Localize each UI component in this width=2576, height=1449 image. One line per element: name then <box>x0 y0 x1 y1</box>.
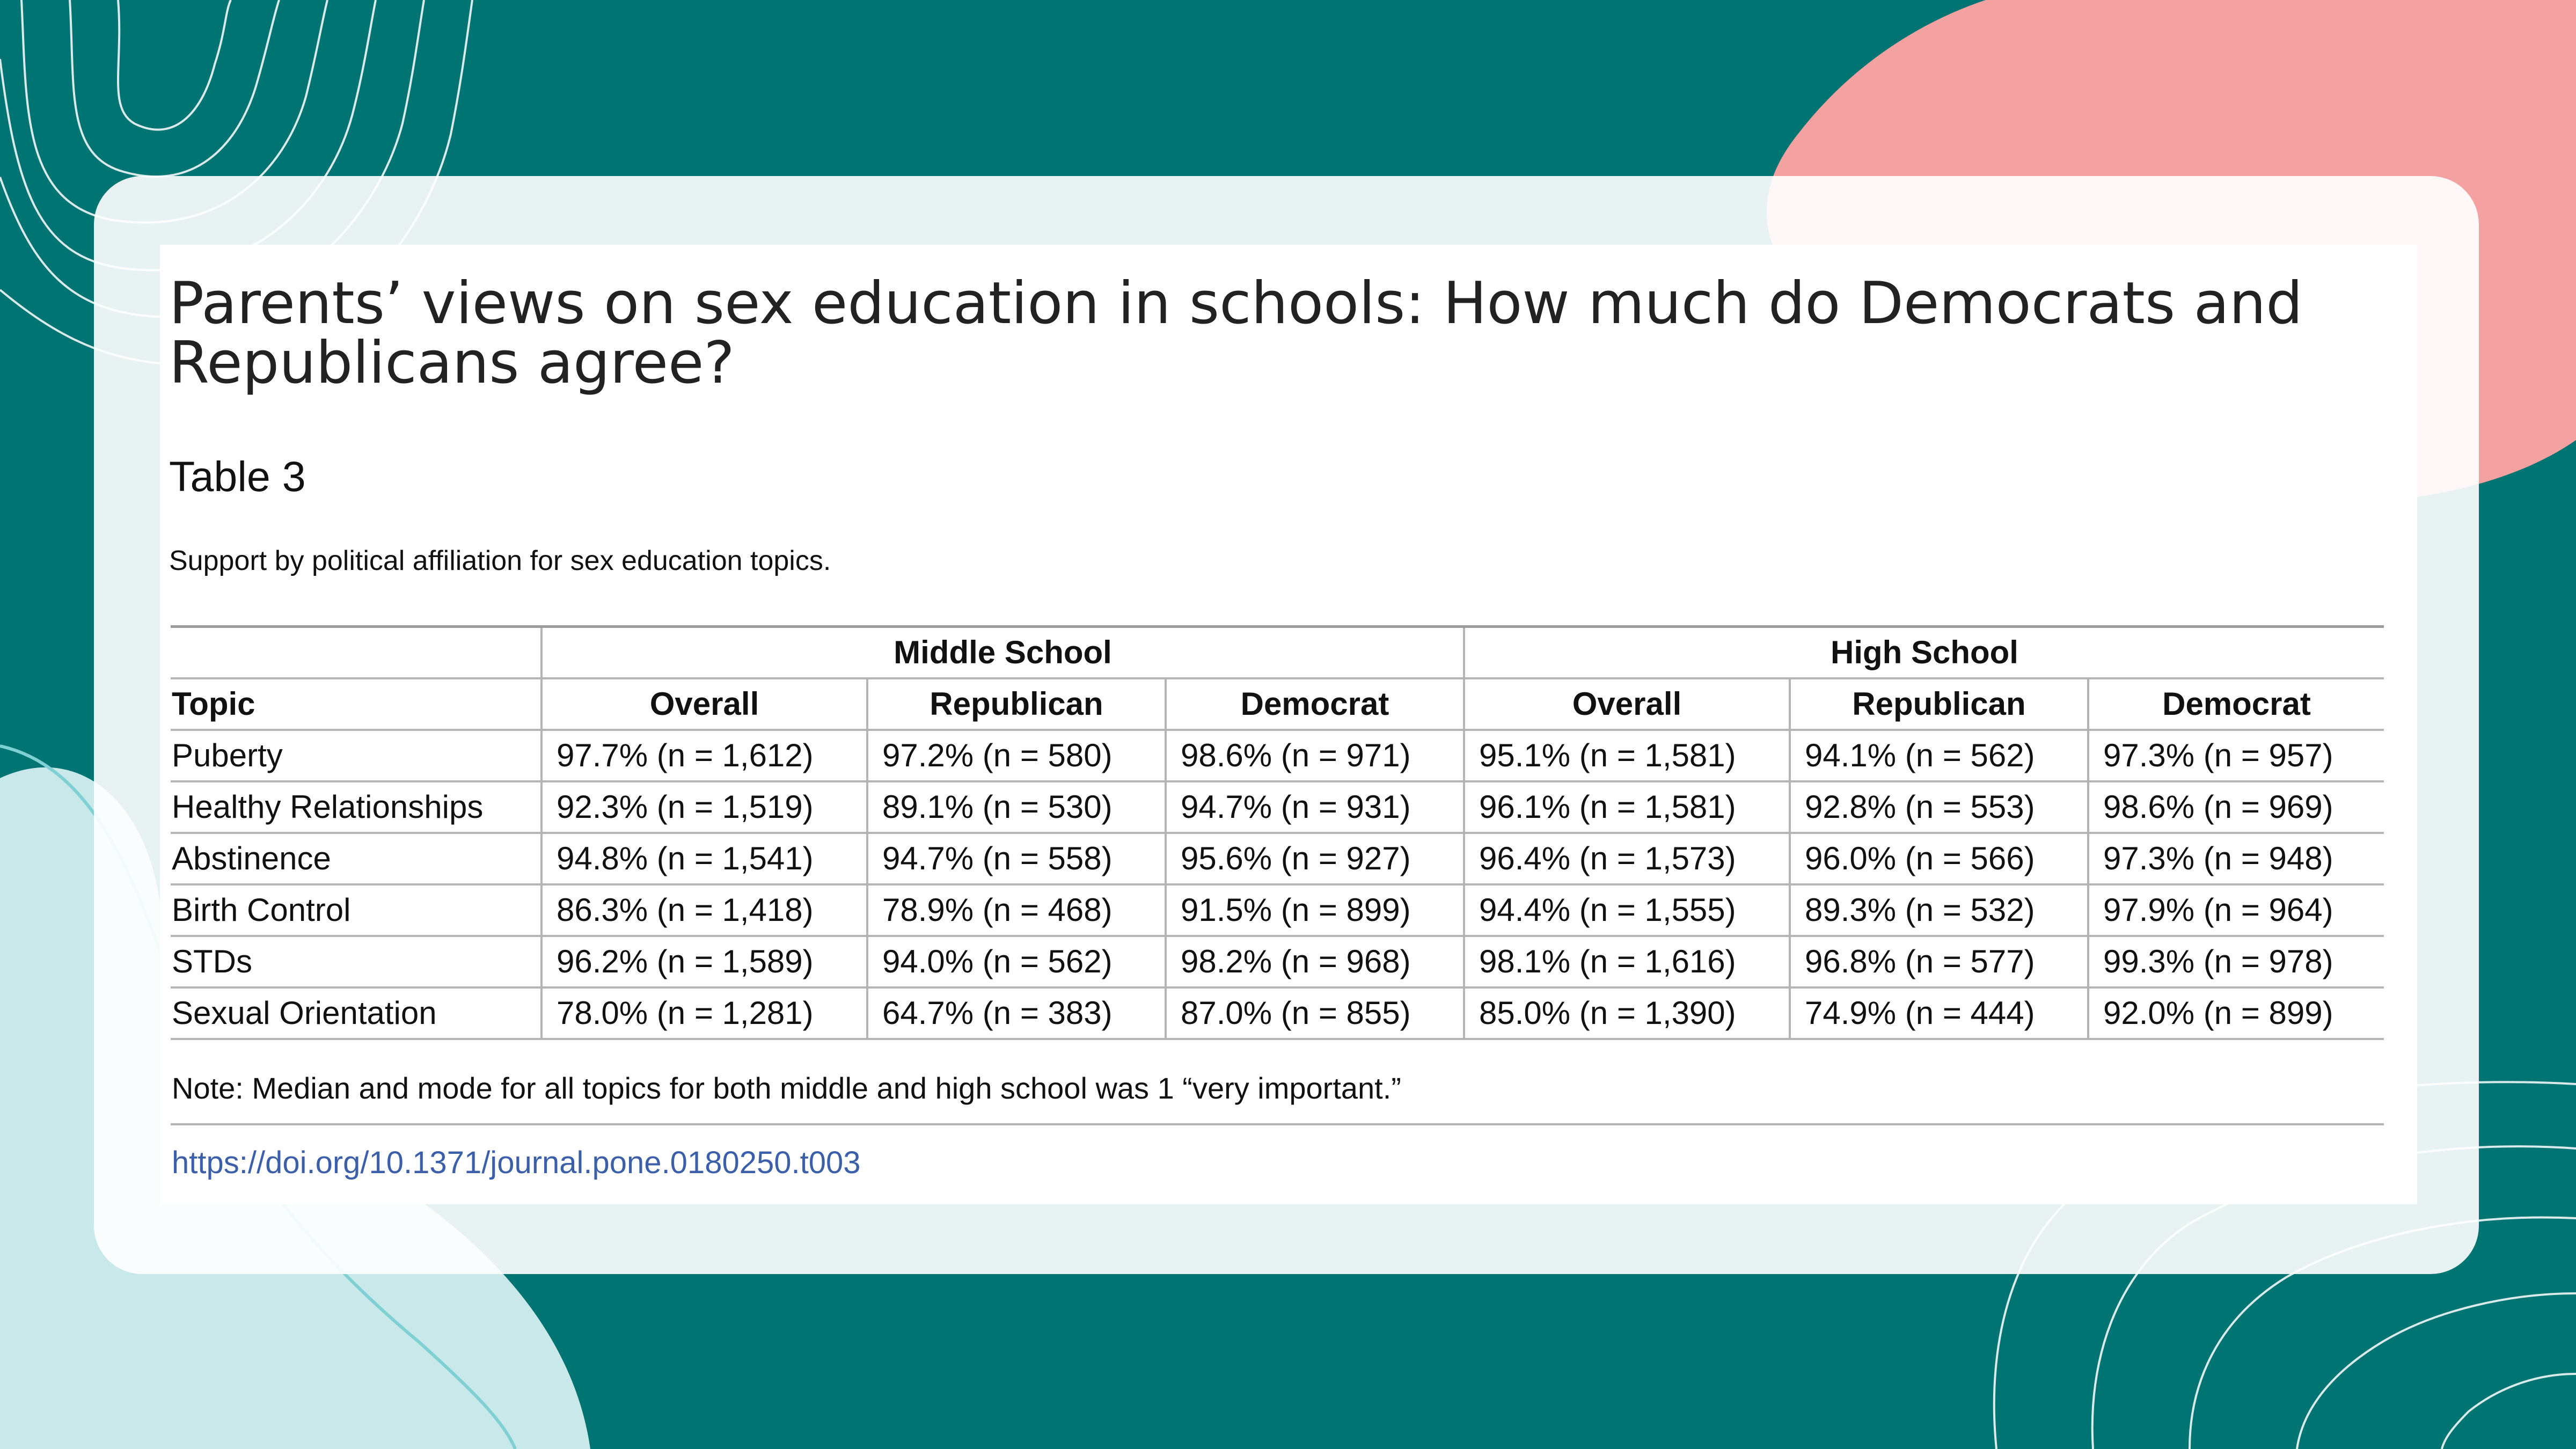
table-row: Abstinence 94.8% (n = 1,541) 94.7% (n = … <box>171 833 2384 885</box>
group-header-high-school: High School <box>1463 625 2384 679</box>
table-row: Birth Control 86.3% (n = 1,418) 78.9% (n… <box>171 884 2384 937</box>
cell-value: 95.6% (n = 927) <box>1165 833 1464 885</box>
cell-value: 96.0% (n = 566) <box>1789 833 2088 885</box>
cell-value: 64.7% (n = 383) <box>866 987 1166 1040</box>
group-header-middle-school: Middle School <box>540 625 1464 679</box>
cell-value: 94.1% (n = 562) <box>1789 730 2088 782</box>
table-row: STDs 96.2% (n = 1,589) 94.0% (n = 562) 9… <box>171 936 2384 989</box>
column-header-hs-republican: Republican <box>1789 678 2088 731</box>
cell-value: 97.2% (n = 580) <box>866 730 1166 782</box>
cell-value: 94.0% (n = 562) <box>866 936 1166 989</box>
cell-value: 91.5% (n = 899) <box>1165 884 1464 937</box>
cell-value: 95.1% (n = 1,581) <box>1463 730 1790 782</box>
column-header-hs-overall: Overall <box>1463 678 1790 731</box>
cell-value: 78.0% (n = 1,281) <box>540 987 867 1040</box>
cell-value: 86.3% (n = 1,418) <box>540 884 867 937</box>
table-row: Puberty 97.7% (n = 1,612) 97.2% (n = 580… <box>171 730 2384 782</box>
page-title: Parents’ views on sex education in schoo… <box>169 270 2303 397</box>
cell-value: 96.4% (n = 1,573) <box>1463 833 1790 885</box>
cell-value: 97.7% (n = 1,612) <box>540 730 867 782</box>
cell-value: 74.9% (n = 444) <box>1789 987 2088 1040</box>
cell-value: 92.8% (n = 553) <box>1789 781 2088 834</box>
cell-value: 98.6% (n = 971) <box>1165 730 1464 782</box>
data-table: Middle School High School Topic Overall … <box>171 625 2384 1040</box>
cell-value: 98.2% (n = 968) <box>1165 936 1464 989</box>
cell-value: 92.0% (n = 899) <box>2087 987 2384 1040</box>
cell-value: 96.2% (n = 1,589) <box>540 936 867 989</box>
column-header-topic: Topic <box>171 678 541 731</box>
column-header-hs-democrat: Democrat <box>2087 678 2384 731</box>
cell-topic: Sexual Orientation <box>171 987 541 1040</box>
cell-value: 96.1% (n = 1,581) <box>1463 781 1790 834</box>
cell-value: 85.0% (n = 1,390) <box>1463 987 1790 1040</box>
table-number: Table 3 <box>169 452 306 500</box>
cell-value: 94.7% (n = 558) <box>866 833 1166 885</box>
column-header-ms-republican: Republican <box>866 678 1166 731</box>
table-note: Note: Median and mode for all topics for… <box>172 1071 1401 1105</box>
column-header-ms-overall: Overall <box>540 678 867 731</box>
cell-topic: Healthy Relationships <box>171 781 541 834</box>
cell-value: 94.4% (n = 1,555) <box>1463 884 1790 937</box>
cell-topic: Abstinence <box>171 833 541 885</box>
cell-value: 99.3% (n = 978) <box>2087 936 2384 989</box>
table-row: Sexual Orientation 78.0% (n = 1,281) 64.… <box>171 987 2384 1040</box>
cell-topic: Puberty <box>171 730 541 782</box>
cell-topic: STDs <box>171 936 541 989</box>
divider <box>171 1123 2384 1125</box>
cell-value: 96.8% (n = 577) <box>1789 936 2088 989</box>
column-header-ms-democrat: Democrat <box>1165 678 1464 731</box>
cell-value: 97.3% (n = 948) <box>2087 833 2384 885</box>
cell-value: 98.6% (n = 969) <box>2087 781 2384 834</box>
cell-value: 92.3% (n = 1,519) <box>540 781 867 834</box>
cell-value: 78.9% (n = 468) <box>866 884 1166 937</box>
table-row: Healthy Relationships 92.3% (n = 1,519) … <box>171 781 2384 834</box>
cell-topic: Birth Control <box>171 884 541 937</box>
header-blank <box>171 625 541 679</box>
cell-value: 97.3% (n = 957) <box>2087 730 2384 782</box>
cell-value: 98.1% (n = 1,616) <box>1463 936 1790 989</box>
cell-value: 97.9% (n = 964) <box>2087 884 2384 937</box>
cell-value: 89.3% (n = 532) <box>1789 884 2088 937</box>
cell-value: 89.1% (n = 530) <box>866 781 1166 834</box>
doi-link[interactable]: https://doi.org/10.1371/journal.pone.018… <box>172 1145 861 1180</box>
cell-value: 94.8% (n = 1,541) <box>540 833 867 885</box>
table-caption: Support by political affiliation for sex… <box>169 545 831 576</box>
cell-value: 87.0% (n = 855) <box>1165 987 1464 1040</box>
cell-value: 94.7% (n = 931) <box>1165 781 1464 834</box>
